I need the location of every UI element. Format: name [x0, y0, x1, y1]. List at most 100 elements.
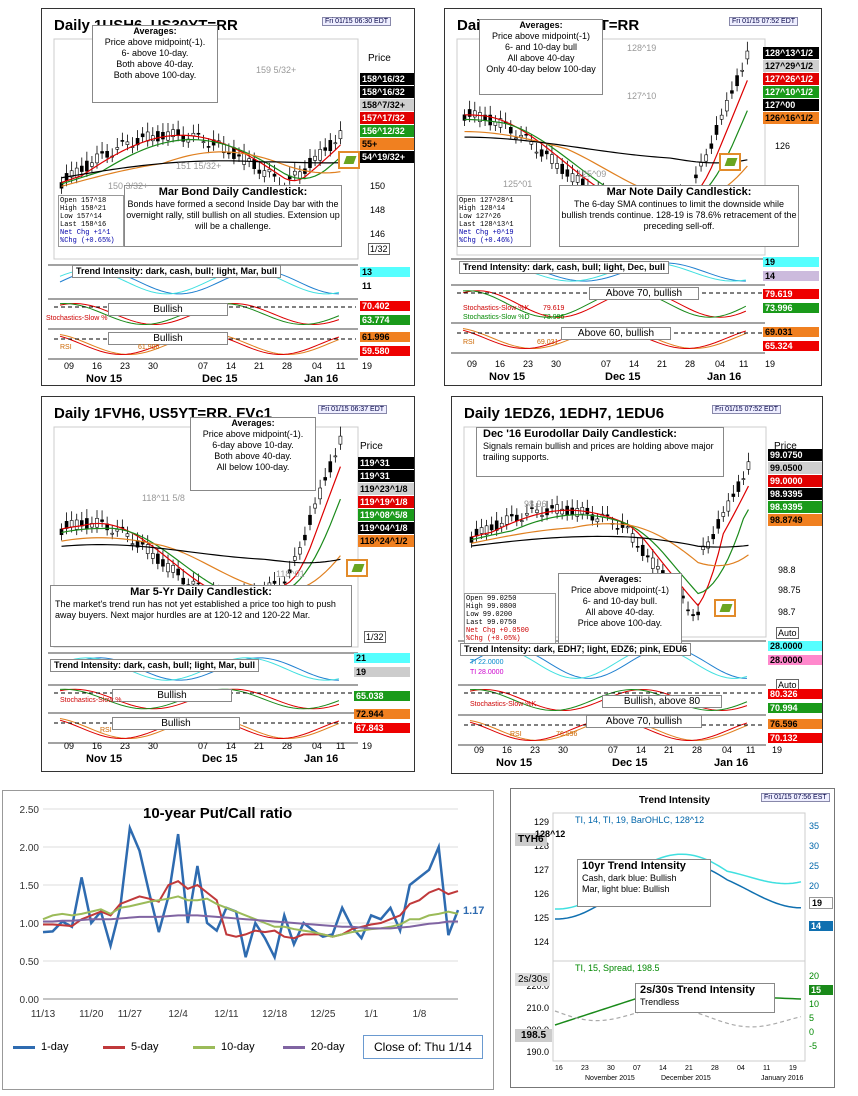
rsi-label: Above 70, bullish [586, 715, 702, 728]
price-header: Price [774, 441, 797, 452]
candle-body [323, 477, 328, 481]
candle-body [650, 557, 655, 569]
right-tick-label: 35 [809, 821, 819, 831]
candle-body [100, 519, 104, 522]
timestamp: Fri 01/15 07:52 EDT [729, 17, 799, 26]
candle-body [656, 566, 660, 570]
candle-body [560, 163, 565, 174]
axis-tick: 98.75 [778, 585, 801, 595]
date-tick: 21 [254, 741, 265, 751]
candle-body [615, 528, 620, 530]
date-tick: 19 [362, 741, 373, 751]
date-tick: 07 [633, 1065, 641, 1072]
date-tick: 14 [629, 359, 640, 369]
date-tick: 07 [608, 745, 619, 755]
instrument-value: 198.5 [515, 1029, 553, 1042]
month-label: Nov 15 [496, 757, 533, 769]
moving-average-line [464, 136, 748, 164]
candle-body [640, 544, 645, 556]
candle-body [540, 515, 544, 517]
date-tick: 21 [664, 745, 675, 755]
left-tick-label: 124 [534, 937, 549, 947]
candle-body [467, 109, 472, 117]
price-level-label: 151 15/32+ [176, 161, 222, 171]
axis-tick: 98.7 [778, 607, 796, 617]
x-tick-label: 11/13 [31, 1009, 56, 1020]
month-label: November 2015 [585, 1075, 635, 1082]
moving-average-line [61, 498, 341, 599]
stochastics-inline-value: 79.619 [543, 305, 565, 312]
moving-average-line [61, 544, 341, 564]
rsi-value: 65.324 [763, 341, 819, 351]
month-label: Nov 15 [489, 371, 526, 383]
candle-body [525, 513, 529, 516]
month-label: January 2016 [761, 1075, 804, 1082]
date-tick: 23 [523, 359, 534, 369]
trend-intensity-label: Trend Intensity: dark, cash, bull; light… [72, 265, 282, 278]
trend-value: 19 [354, 667, 410, 677]
date-tick: 04 [715, 359, 726, 369]
candle-body [90, 162, 94, 167]
candle-body [156, 131, 160, 142]
candle-body [694, 174, 698, 179]
candle-body [237, 154, 241, 157]
ohlc-readout: Open 157^18 High 158^21 Low 157^14 Last 158… [58, 195, 124, 247]
spread-line [554, 1007, 802, 1028]
price-level-label: 98.96 [524, 499, 547, 509]
commentary-box: Dec '16 Eurodollar Daily Candlestick: Si… [476, 427, 724, 477]
candle-body [630, 533, 635, 543]
candle-body [721, 512, 726, 517]
month-label: Jan 16 [714, 757, 749, 769]
candle-body [520, 520, 524, 522]
legend-label: 10-day [221, 1041, 255, 1053]
left-tick-label: 128 [534, 841, 549, 851]
legend-swatch [103, 1045, 125, 1049]
stochastics-value: 70.402 [360, 301, 410, 311]
averages-box: Averages: Price above midpoint(-1). 6- a… [92, 25, 218, 103]
month-label: Dec 15 [612, 757, 648, 769]
candle-body [746, 461, 751, 470]
price-header: Price [360, 441, 383, 452]
trend-line [59, 657, 339, 681]
candle-body [478, 112, 482, 122]
month-label: Jan 16 [304, 373, 339, 385]
rsi-inline-value: 76.596 [556, 731, 578, 738]
candle-body [338, 130, 343, 140]
averages-box: Averages: Price above midpoint(-1) 6- an… [479, 19, 603, 95]
candle-body [161, 559, 165, 567]
date-tick: 21 [685, 1065, 693, 1072]
put-call-line-chart: 0.00 0.50 1.00 1.50 2.00 2.50 11/13 11/20 11/27 1… [20, 805, 460, 1020]
legend-item: 5-day [103, 1041, 159, 1053]
candle-body [719, 114, 724, 120]
date-tick: 14 [226, 361, 237, 371]
candle-body [282, 581, 287, 584]
candle-body [318, 149, 322, 161]
date-tick: 16 [92, 741, 103, 751]
candle-body [79, 165, 84, 172]
stochastics-value: 70.994 [768, 703, 822, 713]
x-tick-label: 12/4 [168, 1009, 188, 1020]
candle-body [709, 143, 714, 149]
candle-body [242, 153, 246, 165]
month-label: Dec 15 [202, 373, 238, 385]
trend-legend: TI 22.0000 [470, 659, 504, 666]
candle-body [110, 532, 115, 535]
trend-value: 11 [360, 281, 410, 291]
close-date-label: Close of: Thu 1/14 [363, 1035, 483, 1059]
commentary-box: Mar Bond Daily Candlestick: Bonds have f… [124, 185, 342, 247]
price-level-label: 128^19 [627, 43, 657, 53]
y-tick-label: 1.00 [20, 919, 40, 930]
y-tick-label: 0.50 [20, 957, 40, 968]
price-level-label: 150 3/32+ [108, 181, 149, 191]
commentary-box: 2s/30s Trend Intensity Trendless [635, 983, 775, 1013]
candle-body [726, 500, 731, 512]
candle-body [125, 141, 130, 145]
month-label: Dec 15 [605, 371, 641, 383]
trend-value: 15 [809, 985, 833, 995]
candle-body [570, 173, 575, 183]
legend-swatch [193, 1045, 215, 1049]
y-tick-label: 2.00 [20, 843, 40, 854]
averages-box: Averages: Price above midpoint(-1). 6-da… [190, 417, 316, 491]
left-tick-label: 126 [534, 889, 549, 899]
date-tick: 04 [312, 361, 323, 371]
